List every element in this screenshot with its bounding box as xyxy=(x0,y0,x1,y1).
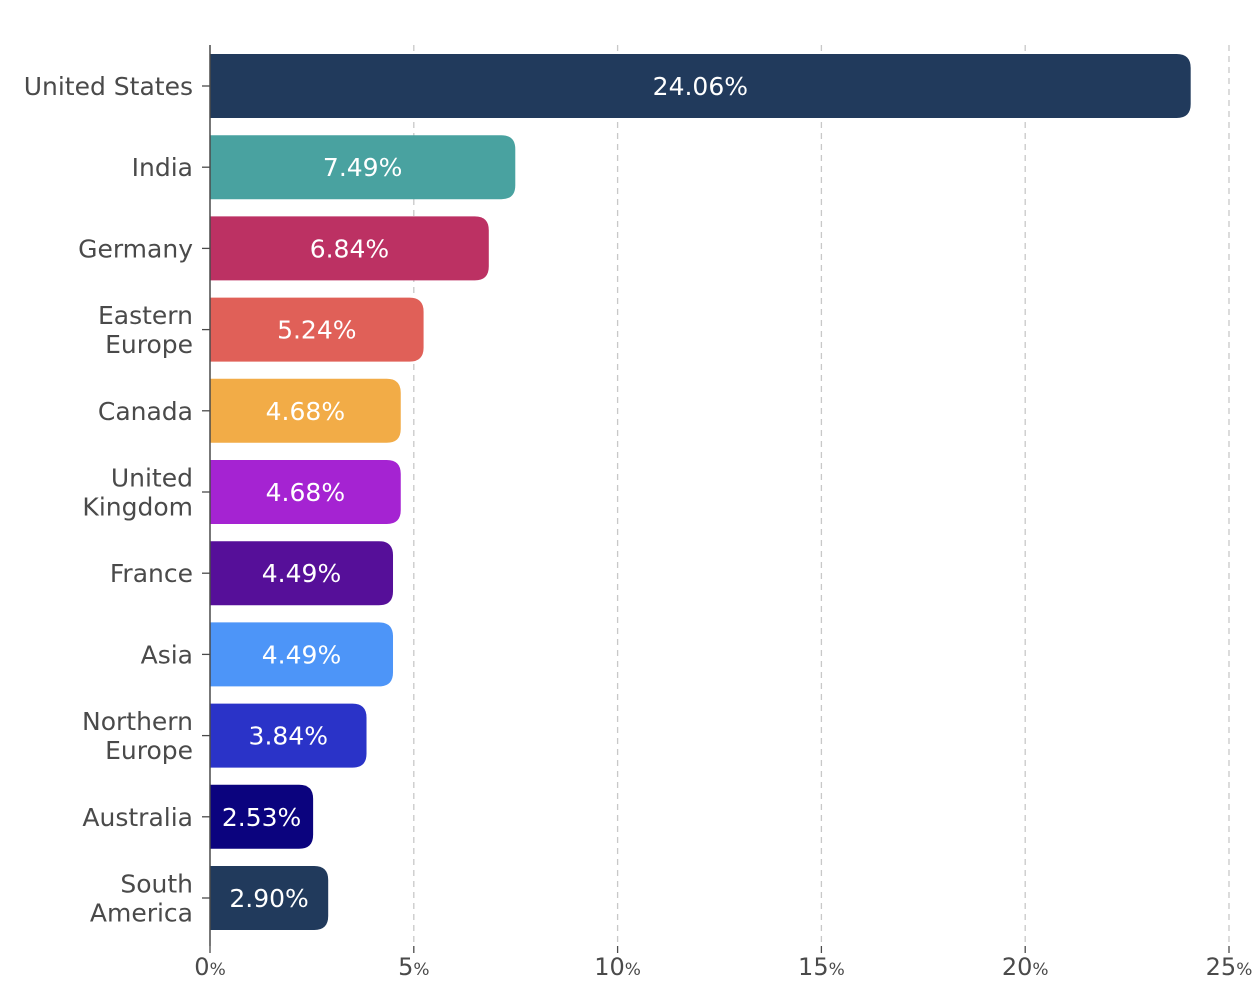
bars: 24.06% 7.49% 6.84% 5.24% 4.68% 4.68% 4.49% 4.49… xyxy=(210,54,1191,930)
bar xyxy=(210,378,401,443)
bar xyxy=(210,54,1191,118)
data-label: 4.49% xyxy=(262,640,341,669)
x-axis-ticks: 0% 5% 10% 15% 20% 25% xyxy=(194,946,1252,981)
bar xyxy=(210,135,516,200)
bar xyxy=(210,460,401,524)
y-axis-ticks: United States India Germany Eastern Europe Ca… xyxy=(24,72,210,928)
x-tick-label: 0% xyxy=(194,953,225,981)
bar xyxy=(210,541,394,606)
data-label: 2.90% xyxy=(229,884,308,913)
x-tick-label: 20% xyxy=(1002,953,1049,981)
category-label: Canada xyxy=(98,397,193,426)
x-tick-label: 10% xyxy=(594,953,641,981)
data-label: 3.84% xyxy=(249,722,328,751)
bar xyxy=(210,216,489,281)
data-label: 24.06% xyxy=(653,72,748,101)
category-label: Asia xyxy=(141,640,193,669)
category-label: India xyxy=(132,153,193,182)
x-tick-label: 5% xyxy=(398,953,429,981)
gridlines xyxy=(413,45,1230,946)
data-label: 5.24% xyxy=(277,316,356,345)
data-label: 7.49% xyxy=(323,153,402,182)
data-label: 4.68% xyxy=(266,478,345,507)
category-label: United States xyxy=(24,72,193,101)
x-tick-label: 15% xyxy=(798,953,845,981)
category-label: Australia xyxy=(82,803,193,832)
bar xyxy=(210,622,394,687)
category-label: Eastern Europe xyxy=(98,301,193,359)
category-label: France xyxy=(110,559,193,588)
bar xyxy=(210,703,367,768)
data-label: 4.68% xyxy=(266,397,345,426)
bar xyxy=(210,784,314,849)
category-label: United Kingdom xyxy=(82,464,193,522)
bar xyxy=(210,866,329,930)
data-label: 6.84% xyxy=(310,234,389,263)
category-label: South America xyxy=(90,870,193,928)
x-tick-label: 25% xyxy=(1206,953,1253,981)
category-label: Northern Europe xyxy=(82,707,193,765)
data-label: 2.53% xyxy=(222,803,301,832)
bar xyxy=(210,297,424,362)
category-label: Germany xyxy=(78,234,193,263)
data-label: 4.49% xyxy=(262,559,341,588)
